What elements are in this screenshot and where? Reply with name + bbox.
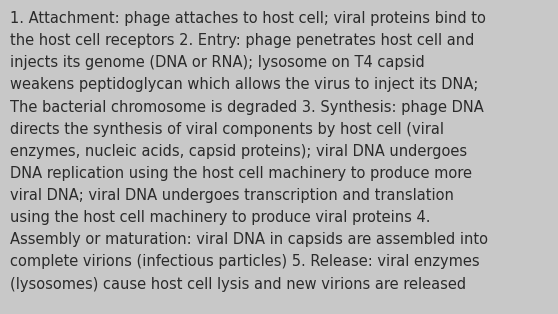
Text: weakens peptidoglycan which allows the virus to inject its DNA;: weakens peptidoglycan which allows the v…: [10, 77, 478, 92]
Text: using the host cell machinery to produce viral proteins 4.: using the host cell machinery to produce…: [10, 210, 431, 225]
Text: viral DNA; viral DNA undergoes transcription and translation: viral DNA; viral DNA undergoes transcrip…: [10, 188, 454, 203]
Text: complete virions (infectious particles) 5. Release: viral enzymes: complete virions (infectious particles) …: [10, 254, 480, 269]
Text: 1. Attachment: phage attaches to host cell; viral proteins bind to: 1. Attachment: phage attaches to host ce…: [10, 11, 486, 26]
Text: Assembly or maturation: viral DNA in capsids are assembled into: Assembly or maturation: viral DNA in cap…: [10, 232, 488, 247]
Text: DNA replication using the host cell machinery to produce more: DNA replication using the host cell mach…: [10, 166, 472, 181]
Text: the host cell receptors 2. Entry: phage penetrates host cell and: the host cell receptors 2. Entry: phage …: [10, 33, 474, 48]
Text: The bacterial chromosome is degraded 3. Synthesis: phage DNA: The bacterial chromosome is degraded 3. …: [10, 100, 484, 115]
Text: enzymes, nucleic acids, capsid proteins); viral DNA undergoes: enzymes, nucleic acids, capsid proteins)…: [10, 144, 467, 159]
Text: directs the synthesis of viral components by host cell (viral: directs the synthesis of viral component…: [10, 122, 444, 137]
Text: (lysosomes) cause host cell lysis and new virions are released: (lysosomes) cause host cell lysis and ne…: [10, 277, 466, 292]
Text: injects its genome (DNA or RNA); lysosome on T4 capsid: injects its genome (DNA or RNA); lysosom…: [10, 55, 425, 70]
